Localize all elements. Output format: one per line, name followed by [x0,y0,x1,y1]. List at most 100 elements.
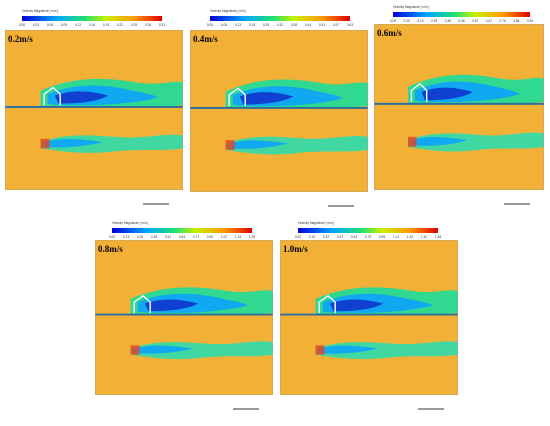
colorbar [22,16,162,21]
building [410,82,428,103]
colorbar-tick: 0.95 [379,235,385,239]
divider [280,313,458,316]
colorbar-tick: 0.57 [472,19,478,23]
divider [5,106,183,108]
colorbar-tick: 0.38 [445,19,451,23]
colorbar-tick: 0.79 [365,235,371,239]
building [228,87,246,107]
colorbar-tick: 0.64 [179,235,185,239]
colorbar-tick: 0.06 [221,23,227,27]
obstacle [40,138,50,149]
colorbar-tick: 0.00 [207,23,213,27]
colorbar-tick: 0.29 [431,19,437,23]
colorbar-tick: 1.26 [407,235,413,239]
colorbar-tick: 0.63 [351,235,357,239]
colorbar-tick: 0.28 [145,23,151,27]
obstacle [225,140,235,150]
colorbar-tick: 0.03 [33,23,39,27]
speed-label: 1.0m/s [283,244,308,254]
colorbar-tick: 0.00 [295,235,301,239]
wake-lower-core [229,140,288,149]
colorbar-tick: 0.32 [277,23,283,27]
wake-core [239,92,294,105]
field-tint [374,24,544,190]
colorbar [112,228,252,233]
wake-lower-core [411,137,468,146]
field-tint [190,30,368,192]
colorbar-tick: 0.12 [75,23,81,27]
speed-label: 0.2m/s [8,34,33,44]
colorbar-tick: 0.16 [309,235,315,239]
speed-label: 0.6m/s [377,28,402,38]
colorbar-tick: 0.86 [513,19,519,23]
colorbar-tick: 0.95 [527,19,533,23]
colorbar-tick: 1.11 [393,235,399,239]
colorbar [393,12,530,17]
colorbar-tick: 0.00 [390,19,396,23]
speed-label: 0.8m/s [98,244,123,254]
divider [374,102,544,105]
contour-plot [280,240,458,395]
obstacle [408,136,417,147]
panel: Velocity Magnitude [ m/s ] 0.00 0.13 0.26 0.… [95,221,273,410]
colorbar-tick: 0.25 [263,23,269,27]
building [318,294,336,313]
colorbar-tick: 0.16 [89,23,95,27]
colorbar-tick: 0.19 [249,23,255,27]
colorbar-tick: 0.22 [117,23,123,27]
colorbar-tick: 0.67 [486,19,492,23]
panel: Velocity Magnitude [ m/s ] 0.00 0.16 0.32 0.… [280,221,458,410]
panel: Velocity Magnitude [ m/s ] 0.00 0.03 0.06 0.… [5,9,183,205]
contour-plot [95,240,273,395]
panel: Velocity Magnitude [ m/s ] 0.00 0.06 0.13 0.… [190,9,368,207]
colorbar-tick: 0.25 [131,23,137,27]
colorbar-tick: 0.00 [109,235,115,239]
colorbar [210,16,350,21]
colorbar-title: Velocity Magnitude [ m/s ] [112,221,148,225]
colorbar-tick: 0.32 [323,235,329,239]
background [190,30,368,192]
colorbar-tick: 0.38 [151,235,157,239]
field-tint [95,240,273,395]
colorbar-tick: 0.26 [137,235,143,239]
obstacle [130,345,140,355]
colorbar-tick: 1.02 [221,235,227,239]
colorbar-tick: 0.48 [458,19,464,23]
colorbar-tick: 0.19 [103,23,109,27]
contour-plot [5,30,183,190]
wake-core [329,299,384,312]
colorbar-tick: 0.47 [337,235,343,239]
colorbar-tick: 1.15 [235,235,241,239]
building [133,294,151,313]
divider [95,313,273,316]
colorbar-tick: 0.51 [319,23,325,27]
obstacle [315,345,325,355]
wake-core [421,87,473,101]
background [95,240,273,395]
colorbar-tick: 0.13 [123,235,129,239]
colorbar-tick: 1.58 [435,235,441,239]
colorbar-tick: 1.28 [249,235,255,239]
colorbar-tick: 0.90 [207,235,213,239]
colorbar-tick: 0.51 [165,235,171,239]
colorbar-title: Velocity Magnitude [ m/s ] [393,5,429,9]
colorbar-title: Velocity Magnitude [ m/s ] [298,221,334,225]
panel: Velocity Magnitude [ m/s ] 0.00 0.10 0.19 0.… [374,5,544,205]
colorbar-tick: 0.13 [235,23,241,27]
colorbar-title: Velocity Magnitude [ m/s ] [210,9,246,13]
background [374,24,544,190]
colorbar-tick: 0.00 [19,23,25,27]
colorbar-tick: 0.10 [404,19,410,23]
wake-core [54,91,109,104]
colorbar [298,228,438,233]
colorbar-tick: 0.19 [417,19,423,23]
background [280,240,458,395]
colorbar-tick: 0.76 [499,19,505,23]
field-tint [5,30,183,190]
contour-plot [190,30,368,192]
colorbar-tick: 0.77 [193,235,199,239]
colorbar-tick: 0.31 [159,23,165,27]
colorbar-title: Velocity Magnitude [ m/s ] [22,9,58,13]
background [5,30,183,190]
